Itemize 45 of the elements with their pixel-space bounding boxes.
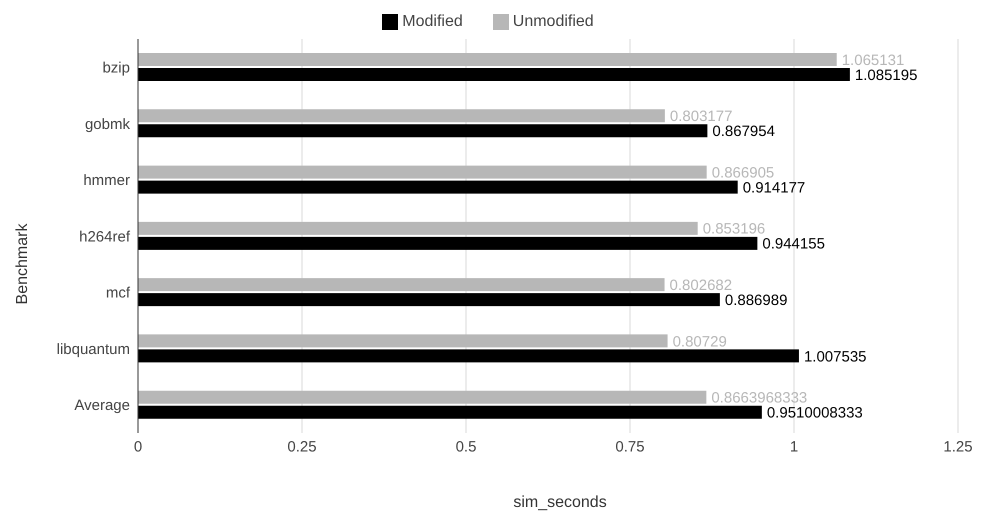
bar (138, 406, 762, 419)
y-tick-label: bzip (102, 59, 130, 76)
legend-label: Unmodified (512, 13, 594, 30)
y-tick-label: Average (74, 397, 130, 414)
y-tick-label: mcf (106, 284, 131, 302)
bar (138, 53, 837, 66)
data-label: 0.867954 (712, 123, 775, 140)
data-label: 0.944155 (762, 236, 825, 253)
data-label: 1.085195 (854, 66, 918, 84)
bar (138, 236, 758, 250)
y-axis-title: Benchmark (14, 222, 32, 306)
bar (138, 166, 707, 179)
data-label: 0.866905 (712, 164, 774, 182)
data-label: 0.853196 (702, 220, 766, 238)
x-tick-label: 0.25 (287, 438, 317, 456)
bar (138, 334, 668, 348)
x-tick-label: 0.5 (456, 438, 476, 456)
bar (138, 109, 665, 122)
bar (138, 293, 720, 306)
data-label: 0.886989 (724, 292, 788, 309)
data-label: 1.065131 (842, 52, 904, 69)
data-label: 0.803177 (670, 108, 732, 126)
data-label: 1.007535 (804, 348, 867, 366)
data-label: 0.914177 (742, 179, 806, 196)
y-tick-label: h264ref (79, 228, 131, 246)
data-label: 0.802682 (670, 276, 732, 294)
y-tick-label: gobmk (84, 116, 130, 133)
y-tick-label: hmmer (83, 172, 130, 190)
x-tick-label: 0 (134, 438, 142, 456)
bar (138, 349, 799, 362)
x-tick-label: 1.25 (943, 438, 973, 456)
data-label: 0.8663968333 (711, 390, 808, 407)
bar (138, 68, 850, 81)
bar (138, 390, 706, 404)
bar (138, 222, 698, 235)
legend-label: Modified (402, 13, 463, 30)
data-label: 0.80729 (672, 333, 727, 350)
x-tick-label: 0.75 (615, 438, 645, 456)
bar (138, 124, 708, 138)
x-axis-title: sim_seconds (512, 494, 608, 512)
x-tick-label: 1 (790, 438, 798, 456)
bar (138, 180, 738, 194)
y-tick-label: libquantum (56, 340, 130, 358)
data-label: 0.9510008333 (766, 404, 863, 422)
bar (138, 278, 665, 292)
